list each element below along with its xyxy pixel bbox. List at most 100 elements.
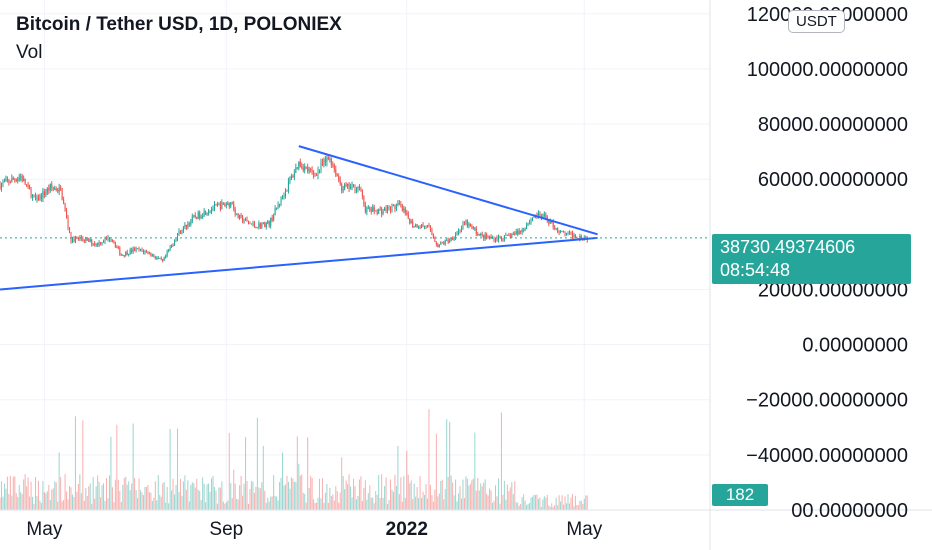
volume-bar [512,494,514,510]
volume-bar [500,412,502,510]
candle-body [307,166,309,172]
volume-bar [286,475,288,510]
candle-body [197,212,199,219]
candle-body [313,171,315,175]
candle-body [182,226,184,232]
candle-body [344,184,346,190]
volume-bar [85,487,87,510]
volume-bar [344,489,346,510]
volume-bar [73,496,75,510]
candle-body [66,210,68,218]
volume-bar [326,484,328,510]
candle-body [324,159,326,162]
volume-bar [524,500,526,510]
candle-body [342,189,344,191]
volume-bars [0,409,588,510]
candle-body [100,242,102,244]
volume-bar [540,506,542,510]
candle-body [250,223,252,225]
volume-bar [70,487,72,510]
candle-body [326,157,328,162]
volume-bar [335,486,337,510]
volume-bar [533,494,535,510]
candle-body [119,247,121,255]
candle-body [39,195,41,201]
volume-bar [29,496,31,510]
candle-body [218,204,220,206]
volume-bar [94,498,96,510]
volume-bar [184,475,186,510]
candle-body [237,213,239,219]
volume-bar [6,476,8,510]
trendline-lower [0,236,598,291]
volume-bar [280,477,282,510]
volume-bar [270,496,272,510]
volume-bar [24,474,26,510]
volume-bar [576,504,578,510]
grid-lines [0,0,710,511]
volume-bar [394,474,396,510]
volume-bar [477,477,479,510]
volume-bar [425,484,427,510]
volume-bar [131,483,133,510]
volume-bar [583,498,585,510]
candle-body [37,196,39,201]
currency-badge[interactable]: USDT [788,10,845,33]
candle-body [138,248,140,251]
candle-body [179,230,181,234]
candle-body [290,176,292,180]
volume-bar [196,478,198,510]
volume-bar [107,498,109,510]
candle-body [542,215,544,219]
candle-body [323,159,325,166]
candle-body [36,196,38,201]
volume-bar [225,502,227,510]
candle-body [27,185,29,187]
candle-body [145,251,147,253]
candle-body [273,215,275,221]
volume-bar [249,489,251,510]
x-tick-label: Sep [209,519,243,540]
volume-bar [276,496,278,510]
volume-bar [452,482,454,510]
volume-bar [114,479,116,510]
volume-bar [208,483,210,510]
candle-body [453,237,455,240]
candle-body [372,207,374,212]
volume-bar [333,500,335,510]
candle-body [125,251,127,256]
volume-bar [233,469,235,510]
volume-bar [66,491,68,510]
candle-body [571,232,573,238]
volume-bar [153,497,155,510]
candle-body [236,213,238,215]
candle-body [379,209,381,211]
candle-body [480,233,482,235]
candle-body [549,221,551,224]
volume-bar [579,500,581,510]
candle-body [108,237,110,240]
volume-bar [69,485,71,510]
volume-bar [320,498,322,510]
volume-bar [483,482,485,510]
volume-bar [381,474,383,510]
volume-bar [172,478,174,510]
volume-bar [255,486,257,510]
candle-body [159,257,161,259]
volume-bar [273,475,275,510]
volume-bar [570,497,572,510]
volume-bar [190,485,192,510]
candle-body [131,249,133,252]
candle-body [135,248,137,251]
volume-bar [239,485,241,510]
candle-body [447,240,449,243]
volume-bar [299,475,301,510]
candle-body [293,172,295,178]
candle-body [404,208,406,213]
candle-body [88,238,90,242]
candle-body [492,237,494,239]
candle-body [428,225,430,227]
volume-bar [520,503,522,510]
volume-bar [554,505,556,510]
